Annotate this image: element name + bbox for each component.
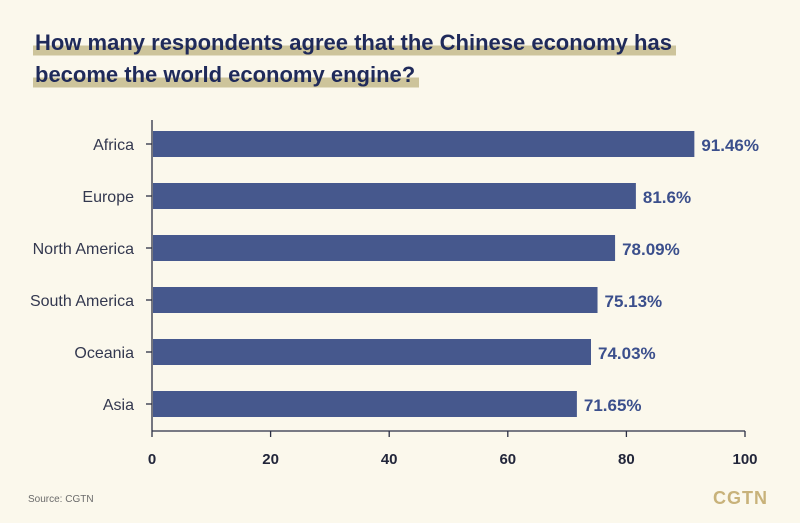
category-label: Africa <box>93 137 134 154</box>
x-tick-label: 100 <box>732 451 757 468</box>
data-label: 75.13% <box>605 292 663 311</box>
source-note: Source: CGTN <box>28 494 94 505</box>
category-label: Oceania <box>74 345 134 362</box>
x-tick-label: 0 <box>148 451 156 468</box>
category-label: Asia <box>103 397 134 414</box>
data-label: 91.46% <box>701 136 759 155</box>
bar <box>153 131 695 157</box>
bar <box>153 391 577 417</box>
data-label: 71.65% <box>584 396 642 415</box>
chart-title-line-2: become the world economy engine? <box>33 60 420 90</box>
chart-title-line-1: How many respondents agree that the Chin… <box>33 28 676 58</box>
data-label: 81.6% <box>643 188 691 207</box>
x-tick-label: 60 <box>499 451 516 468</box>
data-label: 74.03% <box>598 344 656 363</box>
cgtn-logo: CGTN <box>713 488 768 508</box>
x-tick-label: 20 <box>262 451 279 468</box>
chart-title: How many respondents agree that the Chin… <box>33 28 676 90</box>
bar <box>153 235 616 261</box>
bar <box>153 183 636 209</box>
bar <box>153 339 591 365</box>
category-label: South America <box>30 293 134 310</box>
bar <box>153 287 598 313</box>
category-label: Europe <box>82 189 134 206</box>
x-tick-label: 80 <box>618 451 635 468</box>
category-label: North America <box>33 241 134 258</box>
x-tick-label: 40 <box>381 451 398 468</box>
data-label: 78.09% <box>622 240 680 259</box>
